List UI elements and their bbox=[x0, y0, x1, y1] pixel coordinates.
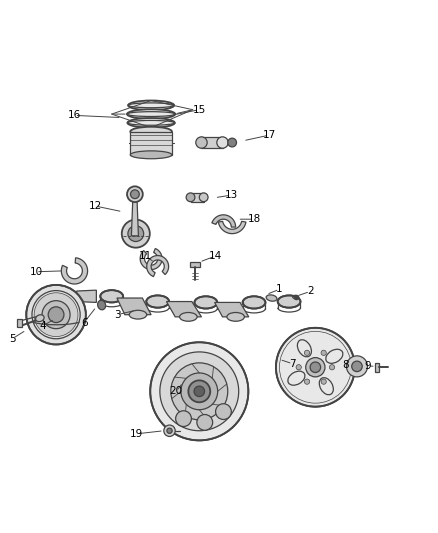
Circle shape bbox=[127, 187, 143, 202]
Polygon shape bbox=[218, 221, 246, 233]
Polygon shape bbox=[166, 302, 201, 317]
Ellipse shape bbox=[319, 378, 333, 395]
Polygon shape bbox=[140, 248, 162, 270]
Polygon shape bbox=[117, 298, 151, 314]
Circle shape bbox=[128, 226, 144, 241]
Text: 12: 12 bbox=[89, 201, 102, 211]
Text: 19: 19 bbox=[130, 429, 143, 439]
Polygon shape bbox=[131, 190, 138, 236]
Circle shape bbox=[171, 363, 228, 420]
Polygon shape bbox=[201, 137, 223, 148]
Circle shape bbox=[304, 350, 310, 356]
Circle shape bbox=[34, 293, 78, 336]
Circle shape bbox=[197, 415, 213, 430]
Text: 16: 16 bbox=[68, 110, 81, 120]
Circle shape bbox=[352, 361, 362, 372]
Text: 14: 14 bbox=[209, 251, 222, 261]
Circle shape bbox=[26, 285, 86, 344]
Circle shape bbox=[181, 373, 218, 410]
Text: 7: 7 bbox=[289, 359, 296, 369]
Polygon shape bbox=[190, 262, 200, 266]
Circle shape bbox=[346, 356, 367, 377]
Ellipse shape bbox=[98, 300, 106, 310]
Circle shape bbox=[122, 220, 150, 248]
Polygon shape bbox=[215, 302, 249, 317]
Circle shape bbox=[167, 428, 172, 433]
Circle shape bbox=[42, 301, 70, 329]
Circle shape bbox=[296, 365, 301, 370]
Polygon shape bbox=[131, 132, 172, 155]
Polygon shape bbox=[212, 215, 236, 227]
Circle shape bbox=[176, 411, 191, 426]
Circle shape bbox=[48, 307, 64, 322]
Text: 15: 15 bbox=[193, 104, 206, 115]
Circle shape bbox=[215, 403, 231, 419]
Ellipse shape bbox=[127, 109, 175, 119]
Ellipse shape bbox=[100, 290, 123, 302]
Ellipse shape bbox=[196, 137, 207, 148]
Ellipse shape bbox=[266, 295, 277, 301]
Ellipse shape bbox=[128, 101, 174, 110]
Ellipse shape bbox=[297, 340, 311, 357]
Circle shape bbox=[160, 352, 239, 431]
Polygon shape bbox=[77, 290, 96, 302]
Polygon shape bbox=[375, 363, 379, 372]
Polygon shape bbox=[61, 258, 88, 284]
Ellipse shape bbox=[326, 349, 343, 364]
Ellipse shape bbox=[278, 295, 300, 308]
Circle shape bbox=[321, 350, 326, 356]
Text: 2: 2 bbox=[307, 286, 314, 296]
Text: 9: 9 bbox=[364, 361, 371, 371]
Ellipse shape bbox=[186, 193, 195, 201]
Ellipse shape bbox=[180, 312, 197, 321]
Text: 10: 10 bbox=[29, 266, 42, 277]
Circle shape bbox=[131, 190, 139, 199]
Ellipse shape bbox=[130, 127, 172, 136]
Circle shape bbox=[306, 358, 325, 377]
Text: 13: 13 bbox=[225, 190, 238, 200]
Text: 4: 4 bbox=[39, 321, 46, 330]
Circle shape bbox=[329, 365, 335, 370]
Circle shape bbox=[321, 379, 326, 384]
Ellipse shape bbox=[243, 296, 265, 309]
Circle shape bbox=[150, 342, 248, 440]
Circle shape bbox=[304, 379, 310, 384]
Ellipse shape bbox=[288, 371, 305, 385]
Polygon shape bbox=[191, 193, 204, 201]
Ellipse shape bbox=[199, 193, 208, 201]
Text: 8: 8 bbox=[343, 360, 350, 369]
Ellipse shape bbox=[146, 295, 169, 308]
Circle shape bbox=[164, 425, 175, 437]
Text: 17: 17 bbox=[263, 130, 276, 140]
Ellipse shape bbox=[35, 315, 44, 321]
Circle shape bbox=[194, 386, 205, 397]
Ellipse shape bbox=[227, 312, 244, 321]
Ellipse shape bbox=[129, 310, 147, 319]
Ellipse shape bbox=[130, 151, 172, 159]
Polygon shape bbox=[147, 255, 169, 277]
Circle shape bbox=[276, 328, 355, 407]
Text: 20: 20 bbox=[170, 386, 183, 397]
Polygon shape bbox=[17, 319, 22, 327]
Text: 1: 1 bbox=[276, 284, 283, 294]
Ellipse shape bbox=[194, 296, 217, 309]
Ellipse shape bbox=[217, 137, 228, 148]
Circle shape bbox=[228, 138, 237, 147]
Text: 18: 18 bbox=[247, 214, 261, 224]
Text: 3: 3 bbox=[114, 310, 121, 320]
Text: 6: 6 bbox=[81, 318, 88, 328]
Circle shape bbox=[310, 362, 321, 373]
Circle shape bbox=[188, 381, 210, 402]
Text: 5: 5 bbox=[9, 334, 16, 344]
Text: 11: 11 bbox=[139, 252, 152, 261]
Ellipse shape bbox=[127, 118, 175, 128]
